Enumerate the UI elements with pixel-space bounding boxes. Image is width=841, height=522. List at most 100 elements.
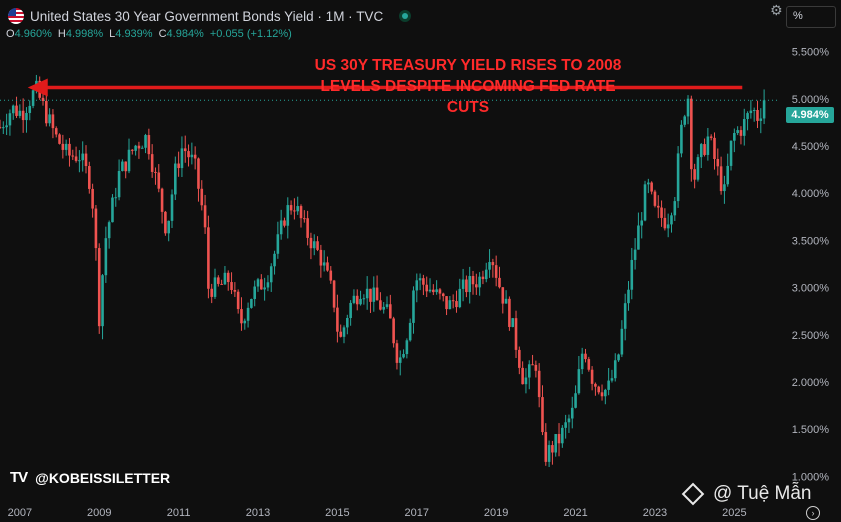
candle-body (233, 290, 237, 292)
candle-body (699, 144, 703, 158)
candle-body (154, 171, 157, 173)
settings-icon[interactable]: ⚙ (770, 2, 783, 18)
candle-body (484, 269, 488, 280)
candle-body (696, 157, 700, 180)
candle-body (726, 165, 730, 185)
candle-body (246, 307, 250, 321)
candle-body (471, 276, 475, 285)
candle-body (494, 265, 498, 278)
candle-body (18, 110, 22, 116)
candle-body (346, 318, 349, 328)
candle-body (279, 220, 283, 235)
candle-body (266, 282, 270, 288)
candle-body (382, 306, 386, 310)
tradingview-logo: TV (10, 469, 28, 486)
annotation-line-1: US 30Y TREASURY YIELD RISES TO 2008 (314, 57, 622, 74)
candle-body (197, 158, 200, 189)
candle-body (554, 434, 558, 453)
candle-body (531, 364, 534, 366)
candle-body (177, 163, 180, 169)
candle-body (104, 238, 108, 276)
watermark-handle: @KOBEISSILETTER (35, 469, 171, 486)
watermark: TV @KOBEISSILETTER (10, 469, 170, 486)
binance-diamond-icon (681, 482, 705, 506)
candle-body (428, 289, 432, 292)
candle-body (230, 282, 233, 291)
candle-body (670, 215, 673, 225)
candle-body (653, 191, 657, 206)
y-tick-label: 2.000% (792, 377, 830, 389)
y-tick-label: 1.000% (792, 471, 830, 483)
y-tick-label: 1.500% (792, 424, 830, 436)
market-status-icon[interactable] (399, 10, 412, 22)
candle-body (332, 280, 336, 308)
candle-body (144, 135, 147, 148)
unit-selector[interactable]: % (786, 6, 836, 28)
candle-body (61, 143, 65, 150)
candle-body (150, 154, 154, 172)
candle-body (2, 127, 5, 129)
candle-body (97, 248, 101, 327)
chart-header: United States 30 Year Government Bonds Y… (8, 6, 412, 26)
candle-body (577, 369, 581, 394)
candle-body (187, 151, 190, 158)
ohlc-open: O4.960% (6, 28, 52, 40)
candle-body (283, 220, 286, 226)
candle-body (690, 98, 693, 170)
candle-body (623, 303, 627, 329)
candle-body (468, 276, 472, 293)
ohlc-low: L4.939% (109, 28, 153, 40)
candle-body (412, 290, 415, 323)
candle-body (448, 300, 452, 310)
candle-body (762, 100, 766, 119)
candle-body (441, 293, 445, 297)
candle-body (584, 353, 587, 360)
ohlc-legend: O4.960% H4.998% L4.939% C4.984% +0.055 (… (6, 28, 292, 40)
candle-body (309, 237, 313, 249)
scroll-to-latest-button[interactable]: › (806, 506, 820, 520)
candle-body (226, 272, 230, 283)
candle-body (620, 328, 624, 355)
candle-body (243, 320, 247, 324)
candle-body (693, 169, 696, 180)
y-tick-label: 3.500% (792, 235, 830, 247)
candle-body (580, 353, 584, 370)
ohlc-close: C4.984% (158, 28, 204, 40)
candle-body (432, 289, 435, 293)
candle-body (756, 110, 759, 121)
candle-body (402, 354, 405, 358)
candle-body (746, 113, 749, 120)
candle-body (339, 331, 343, 337)
candle-body (604, 389, 607, 397)
candle-body (438, 289, 442, 294)
candle-body (203, 205, 207, 228)
candle-body (590, 369, 594, 384)
candle-body (594, 383, 597, 387)
candle-body (48, 114, 51, 124)
candle-body (610, 378, 614, 381)
candle-body (147, 135, 151, 155)
x-tick-label: 2019 (484, 507, 508, 519)
candle-body (587, 359, 591, 370)
candle-body (465, 279, 468, 293)
candle-body (54, 128, 58, 135)
candle-body (329, 270, 333, 281)
x-tick-label: 2013 (246, 507, 270, 519)
candle-body (389, 304, 392, 319)
candle-body (518, 349, 521, 368)
candle-body (637, 225, 640, 250)
x-tick-label: 2017 (405, 507, 429, 519)
candle-body (663, 217, 667, 229)
candle-body (640, 220, 644, 226)
candle-body (574, 393, 577, 408)
annotation-line-2: LEVELS DESPITE INCOMING FED RATE CUTS (320, 78, 616, 116)
candle-body (650, 182, 653, 192)
candle-body (408, 322, 412, 341)
y-tick-label: 4.000% (792, 188, 830, 200)
candle-body (193, 154, 197, 159)
candle-body (547, 445, 551, 462)
candle-body (673, 201, 677, 216)
candle-body (478, 276, 481, 288)
candle-body (74, 156, 78, 161)
